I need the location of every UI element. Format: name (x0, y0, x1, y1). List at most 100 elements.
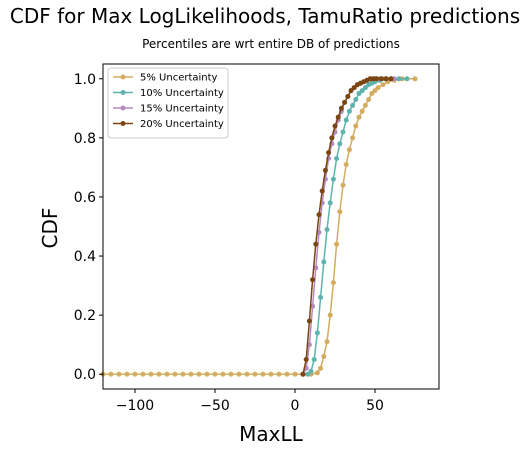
series-point (236, 371, 242, 377)
legend-item: 10% Uncertainty (113, 88, 224, 99)
series-point (326, 150, 332, 156)
legend-label: 20% Uncertainty (140, 119, 224, 130)
series-point (329, 135, 335, 141)
series-point (324, 339, 330, 345)
series-point (404, 76, 410, 82)
series-point (204, 371, 210, 377)
series-point (324, 227, 330, 232)
legend-marker (120, 90, 126, 95)
legend-box (107, 67, 229, 139)
series-point (338, 105, 344, 111)
y-axis-label: CDF (38, 208, 62, 249)
series-point (359, 88, 365, 94)
series-point (196, 371, 202, 377)
series-point (359, 108, 365, 114)
series-point (164, 371, 170, 377)
series-point (116, 371, 122, 377)
series-point (156, 371, 162, 377)
y-tick-label: 0.6 (74, 190, 96, 206)
series-point (132, 371, 138, 377)
series-point (372, 88, 378, 94)
series-point (362, 85, 368, 91)
series-point (342, 99, 348, 105)
series-point (375, 85, 381, 91)
series-point (180, 371, 186, 377)
y-tick-label: 0.8 (74, 131, 96, 147)
series-point (350, 135, 356, 141)
series-point (327, 200, 333, 206)
series-point (311, 357, 317, 362)
x-tick-label: −100 (116, 398, 154, 414)
y-tick-label: 0.4 (74, 249, 96, 265)
legend-item: 20% Uncertainty (113, 119, 224, 130)
legend-label: 5% Uncertainty (140, 73, 218, 84)
series-point (318, 365, 324, 371)
series-point (327, 312, 333, 318)
series-line (302, 78, 395, 375)
series-point (124, 371, 130, 377)
series-point (340, 129, 346, 135)
series-point (396, 76, 402, 82)
series-point (316, 212, 322, 218)
series-point (343, 162, 349, 167)
legend: 5% Uncertainty 10% Uncertainty 15% Uncerta… (107, 67, 229, 139)
y-tick-label: 0.2 (74, 308, 96, 324)
legend-label: 15% Uncertainty (140, 104, 224, 115)
series-1 (305, 76, 410, 377)
series-3 (300, 76, 394, 377)
series-point (343, 117, 349, 123)
series-point (108, 371, 114, 377)
series-point (220, 371, 226, 377)
series-point (330, 176, 336, 182)
chart-title: CDF for Max LogLikelihoods, TamuRatio pr… (10, 4, 520, 28)
legend-item: 5% Uncertainty (113, 73, 218, 84)
series-line (302, 78, 391, 375)
series-point (284, 371, 290, 377)
series-point (346, 108, 352, 114)
series-point (306, 318, 312, 324)
series-point (268, 371, 274, 377)
series-point (244, 371, 250, 377)
series-point (292, 371, 298, 377)
series-point (366, 97, 372, 102)
series-point (212, 371, 218, 377)
series-point (334, 156, 340, 161)
x-tick-label: −50 (200, 398, 230, 414)
legend-marker (120, 105, 126, 111)
series-point (318, 294, 324, 300)
series-point (321, 354, 327, 359)
legend-marker (120, 74, 126, 80)
series-point (172, 371, 178, 377)
series-point (321, 259, 327, 265)
series-point (300, 371, 306, 377)
series-point (319, 188, 325, 194)
series-point (388, 76, 394, 82)
series-point (334, 241, 340, 247)
series-point (362, 102, 368, 108)
x-axis-label: MaxLL (239, 422, 303, 446)
series-point (332, 123, 338, 129)
series-point (345, 94, 351, 99)
series-point (340, 182, 346, 188)
series-point (337, 209, 343, 215)
series-point (228, 371, 234, 377)
series-point (369, 91, 375, 96)
series-point (353, 97, 359, 102)
series-point (335, 114, 341, 120)
series-point (412, 76, 418, 82)
series-point (383, 76, 389, 82)
series-point (337, 141, 343, 147)
series-point (310, 277, 316, 283)
series-point (378, 76, 384, 82)
series-point (348, 88, 354, 94)
series-point (314, 330, 320, 336)
series-point (353, 123, 359, 129)
series-point (313, 265, 319, 271)
chart-subtitle: Percentiles are wrt entire DB of predict… (142, 37, 400, 51)
series-point (276, 371, 282, 377)
series-point (330, 280, 336, 286)
plot-frame (102, 63, 440, 390)
series-point (350, 102, 356, 108)
y-tick-label: 0.0 (74, 367, 96, 383)
